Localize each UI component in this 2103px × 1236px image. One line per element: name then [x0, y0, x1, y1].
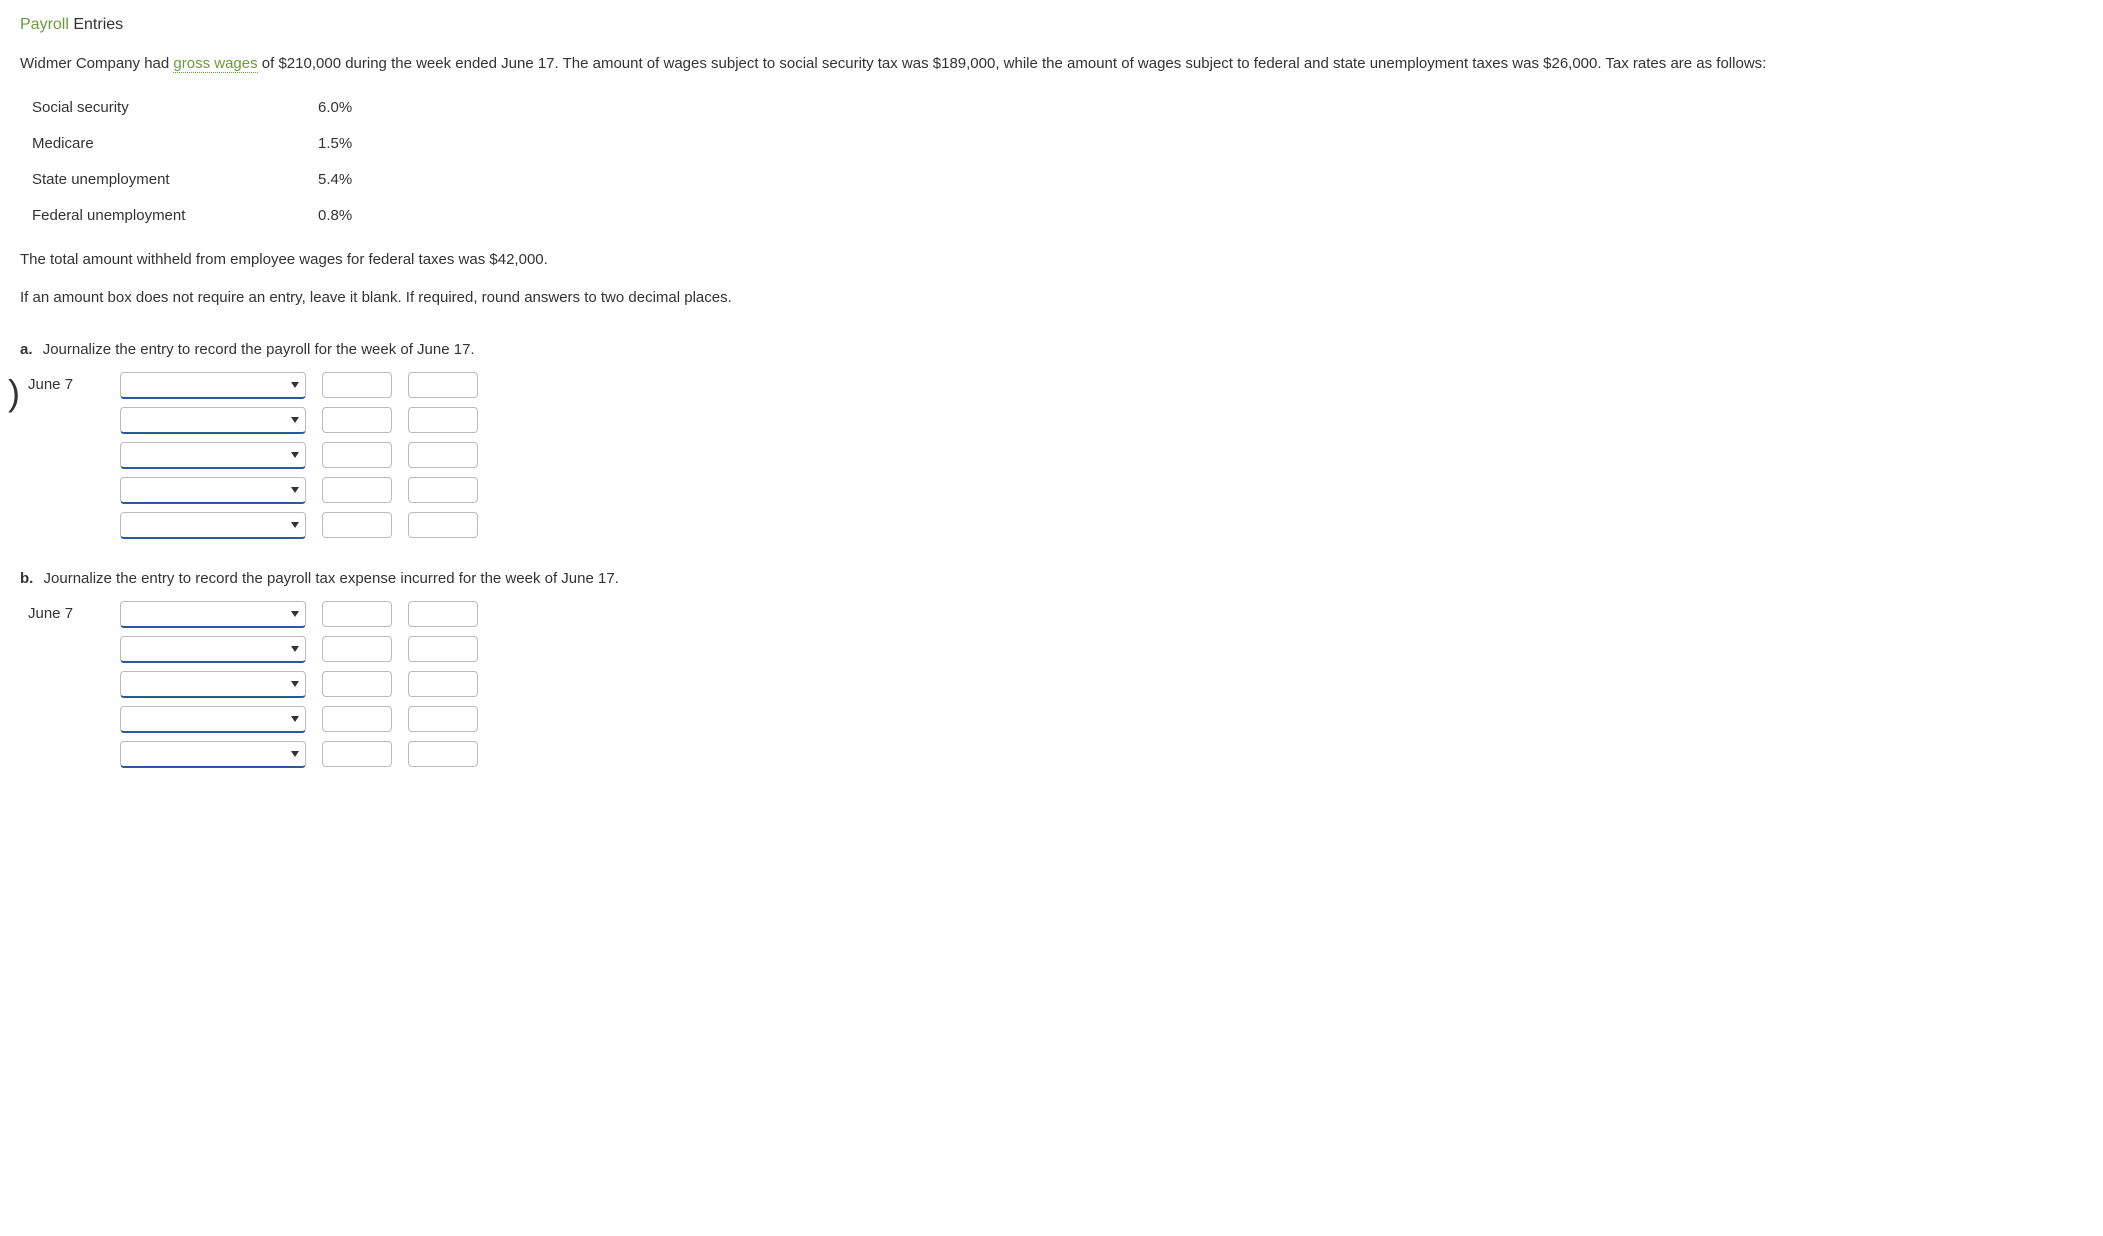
table-row: Medicare1.5% — [24, 126, 426, 162]
part-a-prompt: a. Journalize the entry to record the pa… — [20, 338, 2083, 362]
rate-value: 5.4% — [310, 162, 426, 198]
gross-wages-link[interactable]: gross wages — [173, 55, 257, 73]
chevron-down-icon — [291, 487, 299, 493]
account-select[interactable] — [120, 477, 306, 504]
table-row: Federal unemployment0.8% — [24, 198, 426, 234]
part-a-letter: a. — [20, 341, 33, 358]
entry-row — [28, 671, 2083, 698]
rate-label: State unemployment — [24, 162, 310, 198]
credit-input[interactable] — [408, 372, 478, 398]
part-a-text: Journalize the entry to record the payro… — [43, 341, 475, 358]
intro-pre: Widmer Company had — [20, 55, 173, 72]
chevron-down-icon — [291, 751, 299, 757]
account-select[interactable] — [120, 512, 306, 539]
intro-paragraph: Widmer Company had gross wages of $210,0… — [20, 52, 2083, 76]
debit-input[interactable] — [322, 741, 392, 767]
title-word-1: Payroll — [20, 16, 69, 33]
instructions-paragraph: If an amount box does not require an ent… — [20, 286, 2083, 310]
part-b: b. Journalize the entry to record the pa… — [20, 567, 2083, 768]
credit-input[interactable] — [408, 706, 478, 732]
entry-row — [28, 477, 2083, 504]
credit-input[interactable] — [408, 512, 478, 538]
chevron-down-icon — [291, 417, 299, 423]
entry-row — [28, 512, 2083, 539]
account-select[interactable] — [120, 671, 306, 698]
debit-input[interactable] — [322, 372, 392, 398]
account-select[interactable] — [120, 407, 306, 434]
account-select[interactable] — [120, 636, 306, 663]
chevron-down-icon — [291, 452, 299, 458]
entry-row — [28, 407, 2083, 434]
rate-label: Medicare — [24, 126, 310, 162]
paren-mark-icon: ) — [8, 382, 20, 404]
part-a-grid: ) June 7 — [28, 372, 2083, 539]
entry-row: ) June 7 — [28, 372, 2083, 399]
rate-label: Federal unemployment — [24, 198, 310, 234]
account-select[interactable] — [120, 706, 306, 733]
table-row: State unemployment5.4% — [24, 162, 426, 198]
entry-date: June 7 — [28, 602, 104, 626]
debit-input[interactable] — [322, 636, 392, 662]
credit-input[interactable] — [408, 442, 478, 468]
intro-post: of $210,000 during the week ended June 1… — [258, 55, 1767, 72]
credit-input[interactable] — [408, 671, 478, 697]
debit-input[interactable] — [322, 601, 392, 627]
entry-row — [28, 706, 2083, 733]
chevron-down-icon — [291, 611, 299, 617]
debit-input[interactable] — [322, 706, 392, 732]
credit-input[interactable] — [408, 636, 478, 662]
table-row: Social security6.0% — [24, 90, 426, 126]
title-word-2: Entries — [73, 16, 123, 33]
debit-input[interactable] — [322, 407, 392, 433]
account-select[interactable] — [120, 601, 306, 628]
account-select[interactable] — [120, 372, 306, 399]
account-select[interactable] — [120, 442, 306, 469]
chevron-down-icon — [291, 646, 299, 652]
chevron-down-icon — [291, 681, 299, 687]
page-title: Payroll Entries — [20, 12, 2083, 38]
debit-input[interactable] — [322, 477, 392, 503]
part-a: a. Journalize the entry to record the pa… — [20, 338, 2083, 539]
entry-row: June 7 — [28, 601, 2083, 628]
credit-input[interactable] — [408, 407, 478, 433]
rate-label: Social security — [24, 90, 310, 126]
rate-value: 0.8% — [310, 198, 426, 234]
credit-input[interactable] — [408, 601, 478, 627]
part-b-text: Journalize the entry to record the payro… — [44, 570, 619, 587]
debit-input[interactable] — [322, 512, 392, 538]
account-select[interactable] — [120, 741, 306, 768]
rate-value: 1.5% — [310, 126, 426, 162]
chevron-down-icon — [291, 716, 299, 722]
part-b-prompt: b. Journalize the entry to record the pa… — [20, 567, 2083, 591]
withheld-paragraph: The total amount withheld from employee … — [20, 248, 2083, 272]
part-b-grid: June 7 — [28, 601, 2083, 768]
part-b-letter: b. — [20, 570, 33, 587]
debit-input[interactable] — [322, 671, 392, 697]
entry-row — [28, 442, 2083, 469]
chevron-down-icon — [291, 382, 299, 388]
chevron-down-icon — [291, 522, 299, 528]
credit-input[interactable] — [408, 741, 478, 767]
credit-input[interactable] — [408, 477, 478, 503]
entry-row — [28, 636, 2083, 663]
debit-input[interactable] — [322, 442, 392, 468]
entry-row — [28, 741, 2083, 768]
entry-date: June 7 — [28, 373, 104, 397]
tax-rates-table: Social security6.0% Medicare1.5% State u… — [24, 90, 426, 234]
rate-value: 6.0% — [310, 90, 426, 126]
